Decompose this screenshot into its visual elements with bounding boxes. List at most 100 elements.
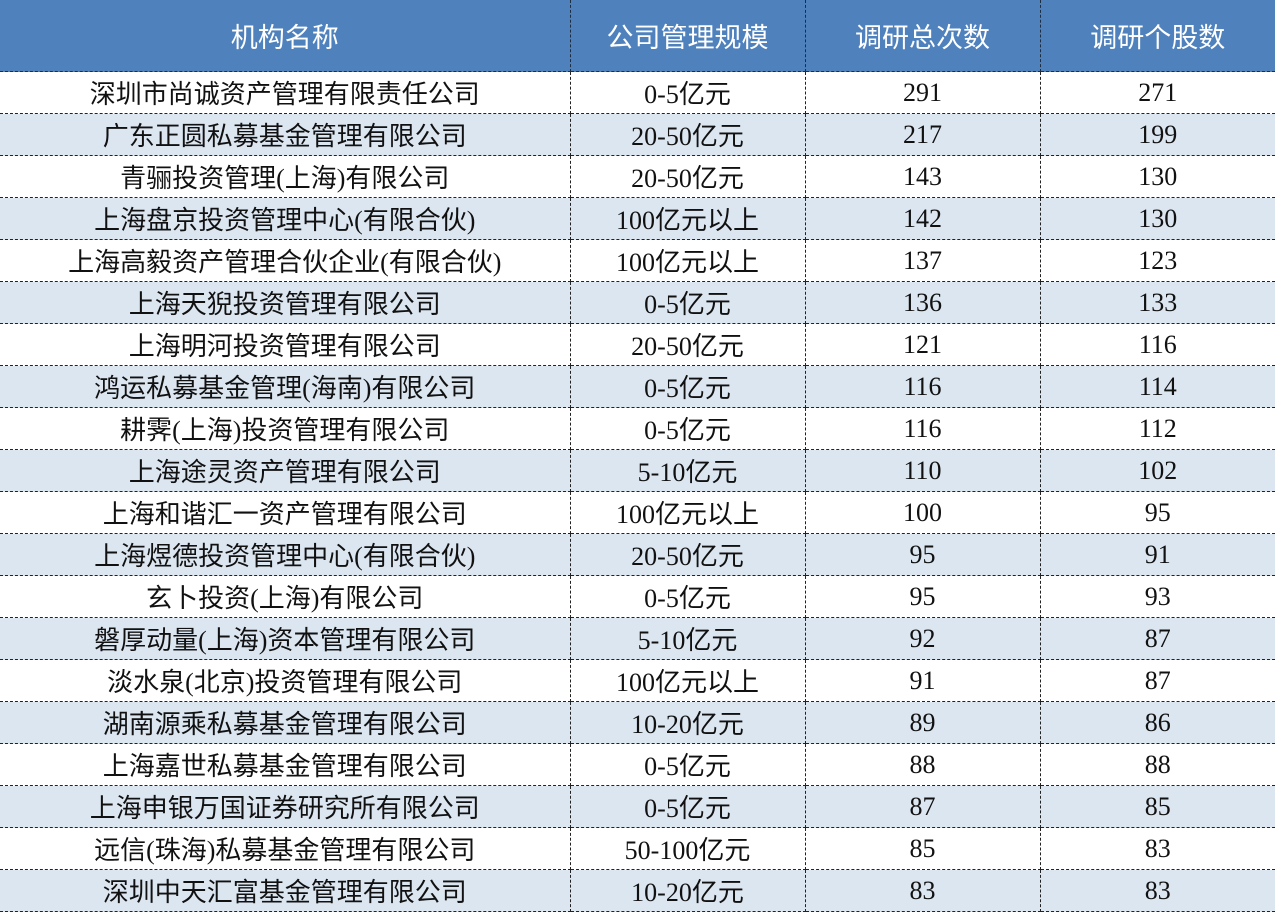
institution-name-cell: 上海申银万国证券研究所有限公司 (0, 785, 571, 828)
institution-name-cell: 远信(珠海)私募基金管理有限公司 (0, 827, 571, 870)
total-research-count-cell: 88 (805, 743, 1041, 786)
table-row: 湖南源乘私募基金管理有限公司 10-20亿元 89 86 (0, 701, 1275, 744)
management-scale-cell: 0-5亿元 (570, 407, 806, 450)
management-scale-cell: 20-50亿元 (570, 113, 806, 156)
institution-name-cell: 广东正圆私募基金管理有限公司 (0, 113, 571, 156)
stock-count-cell: 102 (1040, 449, 1275, 492)
stock-count-cell: 123 (1040, 239, 1275, 282)
total-research-count-cell: 100 (805, 491, 1041, 534)
institution-name-cell: 上海和谐汇一资产管理有限公司 (0, 491, 571, 534)
stock-count-cell: 83 (1040, 869, 1275, 912)
management-scale-cell: 10-20亿元 (570, 869, 806, 912)
table-row: 磐厚动量(上海)资本管理有限公司 5-10亿元 92 87 (0, 617, 1275, 660)
table-row: 深圳中天汇富基金管理有限公司 10-20亿元 83 83 (0, 869, 1275, 912)
institution-name-cell: 上海明河投资管理有限公司 (0, 323, 571, 366)
institution-name-cell: 上海嘉世私募基金管理有限公司 (0, 743, 571, 786)
management-scale-cell: 20-50亿元 (570, 533, 806, 576)
header-stock-count: 调研个股数 (1040, 0, 1275, 72)
total-research-count-cell: 142 (805, 197, 1041, 240)
table-row: 上海明河投资管理有限公司 20-50亿元 121 116 (0, 323, 1275, 366)
management-scale-cell: 20-50亿元 (570, 323, 806, 366)
institution-name-cell: 深圳市尚诚资产管理有限责任公司 (0, 71, 571, 114)
total-research-count-cell: 87 (805, 785, 1041, 828)
stock-count-cell: 130 (1040, 155, 1275, 198)
stock-count-cell: 88 (1040, 743, 1275, 786)
management-scale-cell: 100亿元以上 (570, 239, 806, 282)
institution-name-cell: 深圳中天汇富基金管理有限公司 (0, 869, 571, 912)
header-total-research-count: 调研总次数 (805, 0, 1041, 72)
table-row: 上海途灵资产管理有限公司 5-10亿元 110 102 (0, 449, 1275, 492)
institution-name-cell: 耕霁(上海)投资管理有限公司 (0, 407, 571, 450)
total-research-count-cell: 91 (805, 659, 1041, 702)
management-scale-cell: 0-5亿元 (570, 785, 806, 828)
total-research-count-cell: 121 (805, 323, 1041, 366)
total-research-count-cell: 136 (805, 281, 1041, 324)
header-row: 机构名称 公司管理规模 调研总次数 调研个股数 (0, 0, 1275, 72)
total-research-count-cell: 110 (805, 449, 1041, 492)
table-row: 淡水泉(北京)投资管理有限公司 100亿元以上 91 87 (0, 659, 1275, 702)
management-scale-cell: 5-10亿元 (570, 617, 806, 660)
institution-name-cell: 上海盘京投资管理中心(有限合伙) (0, 197, 571, 240)
management-scale-cell: 20-50亿元 (570, 155, 806, 198)
stock-count-cell: 86 (1040, 701, 1275, 744)
stock-count-cell: 271 (1040, 71, 1275, 114)
total-research-count-cell: 137 (805, 239, 1041, 282)
management-scale-cell: 5-10亿元 (570, 449, 806, 492)
stock-count-cell: 83 (1040, 827, 1275, 870)
institution-name-cell: 磐厚动量(上海)资本管理有限公司 (0, 617, 571, 660)
management-scale-cell: 0-5亿元 (570, 575, 806, 618)
total-research-count-cell: 116 (805, 407, 1041, 450)
total-research-count-cell: 143 (805, 155, 1041, 198)
institution-name-cell: 上海天猊投资管理有限公司 (0, 281, 571, 324)
institution-name-cell: 鸿运私募基金管理(海南)有限公司 (0, 365, 571, 408)
table-row: 上海高毅资产管理合伙企业(有限合伙) 100亿元以上 137 123 (0, 239, 1275, 282)
total-research-count-cell: 116 (805, 365, 1041, 408)
total-research-count-cell: 89 (805, 701, 1041, 744)
stock-count-cell: 85 (1040, 785, 1275, 828)
table-row: 上海申银万国证券研究所有限公司 0-5亿元 87 85 (0, 785, 1275, 828)
header-institution-name: 机构名称 (0, 0, 571, 72)
table-row: 上海盘京投资管理中心(有限合伙) 100亿元以上 142 130 (0, 197, 1275, 240)
stock-count-cell: 116 (1040, 323, 1275, 366)
management-scale-cell: 0-5亿元 (570, 365, 806, 408)
total-research-count-cell: 291 (805, 71, 1041, 114)
table-row: 鸿运私募基金管理(海南)有限公司 0-5亿元 116 114 (0, 365, 1275, 408)
management-scale-cell: 0-5亿元 (570, 71, 806, 114)
stock-count-cell: 114 (1040, 365, 1275, 408)
stock-count-cell: 199 (1040, 113, 1275, 156)
table-row: 远信(珠海)私募基金管理有限公司 50-100亿元 85 83 (0, 827, 1275, 870)
total-research-count-cell: 85 (805, 827, 1041, 870)
table-row: 上海煜德投资管理中心(有限合伙) 20-50亿元 95 91 (0, 533, 1275, 576)
header-management-scale: 公司管理规模 (570, 0, 806, 72)
management-scale-cell: 50-100亿元 (570, 827, 806, 870)
total-research-count-cell: 92 (805, 617, 1041, 660)
table-row: 青骊投资管理(上海)有限公司 20-50亿元 143 130 (0, 155, 1275, 198)
table-row: 上海天猊投资管理有限公司 0-5亿元 136 133 (0, 281, 1275, 324)
management-scale-cell: 10-20亿元 (570, 701, 806, 744)
management-scale-cell: 0-5亿元 (570, 743, 806, 786)
institution-name-cell: 上海途灵资产管理有限公司 (0, 449, 571, 492)
management-scale-cell: 0-5亿元 (570, 281, 806, 324)
total-research-count-cell: 217 (805, 113, 1041, 156)
institution-name-cell: 上海煜德投资管理中心(有限合伙) (0, 533, 571, 576)
stock-count-cell: 91 (1040, 533, 1275, 576)
institution-name-cell: 青骊投资管理(上海)有限公司 (0, 155, 571, 198)
management-scale-cell: 100亿元以上 (570, 659, 806, 702)
management-scale-cell: 100亿元以上 (570, 491, 806, 534)
stock-count-cell: 133 (1040, 281, 1275, 324)
table-row: 广东正圆私募基金管理有限公司 20-50亿元 217 199 (0, 113, 1275, 156)
institution-name-cell: 玄卜投资(上海)有限公司 (0, 575, 571, 618)
stock-count-cell: 87 (1040, 617, 1275, 660)
table-row: 深圳市尚诚资产管理有限责任公司 0-5亿元 291 271 (0, 71, 1275, 114)
management-scale-cell: 100亿元以上 (570, 197, 806, 240)
stock-count-cell: 130 (1040, 197, 1275, 240)
institution-name-cell: 淡水泉(北京)投资管理有限公司 (0, 659, 571, 702)
stock-count-cell: 93 (1040, 575, 1275, 618)
institution-name-cell: 湖南源乘私募基金管理有限公司 (0, 701, 571, 744)
stock-count-cell: 112 (1040, 407, 1275, 450)
total-research-count-cell: 83 (805, 869, 1041, 912)
stock-count-cell: 87 (1040, 659, 1275, 702)
table-row: 上海嘉世私募基金管理有限公司 0-5亿元 88 88 (0, 743, 1275, 786)
total-research-count-cell: 95 (805, 575, 1041, 618)
table-row: 上海和谐汇一资产管理有限公司 100亿元以上 100 95 (0, 491, 1275, 534)
